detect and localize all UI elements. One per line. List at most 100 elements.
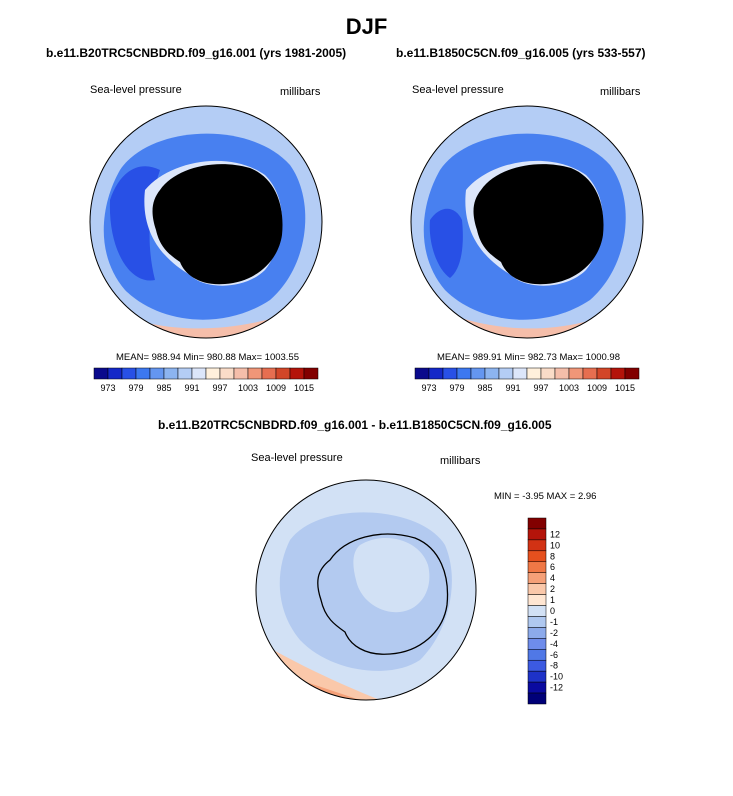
colorbar-swatch [527,528,547,541]
colorbar-swatch [470,367,486,380]
m3-coast-field [317,533,449,655]
colorbar-swatch [442,367,458,380]
colorbar-swatch [135,367,151,380]
colorbar-swatch [275,367,291,380]
colorbar-swatch [177,367,193,380]
panel-1-variable: Sea-level pressure [90,84,182,96]
colorbar-tick-label: 985 [156,383,171,393]
colorbar-swatch [527,627,547,639]
colorbar-tick-label: 1 [550,595,555,605]
colorbar-swatch [456,367,472,380]
colorbar-tick-label: -2 [550,628,558,638]
panel-1-title: b.e11.B20TRC5CNBDRD.f09_g16.001 (yrs 198… [46,46,347,60]
panel-3-variable: Sea-level pressure [251,452,343,464]
colorbar-swatch [527,550,547,563]
colorbar-swatch [527,561,547,573]
colorbar-tick-label: 997 [533,383,548,393]
colorbar-tick-label: -4 [550,639,558,649]
panel-1-stats: MEAN= 988.94 Min= 980.88 Max= 1003.55 [116,352,299,363]
colorbar-tick-label: -6 [550,650,558,660]
map-2-border [410,105,644,339]
colorbar-swatch [527,517,547,530]
panel-1-units: millibars [280,86,321,98]
colorbar-swatch [149,367,165,380]
colorbar-swatch [121,367,137,380]
colorbar-swatch [610,367,626,380]
colorbar-swatch [498,367,514,380]
colorbar-swatch [205,367,221,380]
colorbar-panel-1: 973 979 985 991 997 1003 1009 1015 [93,367,319,393]
colorbar-tick-label: 0 [550,606,555,616]
colorbar-tick-label: 10 [550,540,560,550]
colorbar-tick-label: 991 [505,383,520,393]
colorbar-tick-label: 2 [550,584,555,594]
colorbar-swatch [428,367,444,380]
colorbar-tick-label: 1015 [615,383,635,393]
colorbar-swatch [526,367,542,380]
colorbar-panel-2: 973 979 985 991 997 1003 1009 1015 [414,367,640,393]
colorbar-swatch [540,367,556,380]
panel-3-stats: MIN = -3.95 MAX = 2.96 [494,491,597,502]
colorbar-swatch [512,367,528,380]
colorbar-tick-label: 985 [477,383,492,393]
colorbar-swatch [233,367,249,380]
colorbar-swatch [527,681,547,694]
colorbar-tick-label: 1009 [266,383,286,393]
page-title: DJF [345,14,388,39]
colorbar-swatch [289,367,305,380]
map-panel-3 [256,480,476,700]
colorbar-swatch [554,367,570,380]
colorbar-swatch [568,367,584,380]
colorbar-tick-label: 6 [550,562,555,572]
colorbar-tick-label: 1003 [238,383,258,393]
colorbar-swatch [527,692,547,705]
colorbar-tick-label: 979 [128,383,143,393]
colorbar-swatch [596,367,612,380]
colorbar-tick-label: 973 [100,383,115,393]
colorbar-swatch [527,594,547,606]
colorbar-tick-label: -12 [550,683,563,693]
panel-2-units: millibars [600,86,641,98]
colorbar-tick-label: 997 [212,383,227,393]
colorbar-swatch [484,367,500,380]
colorbar-swatch [527,616,547,628]
colorbar-tick-label: 4 [550,573,555,583]
colorbar-tick-label: 973 [421,383,436,393]
panel-3-title: b.e11.B20TRC5CNBDRD.f09_g16.001 - b.e11.… [158,418,552,432]
panel-2-stats: MEAN= 989.91 Min= 982.73 Max= 1000.98 [437,352,620,363]
colorbar-swatch [527,572,547,584]
m2-deepest-field [429,208,463,278]
colorbar-tick-label: -10 [550,672,563,682]
colorbar-swatch [582,367,598,380]
colorbar-tick-label: -8 [550,661,558,671]
colorbar-tick-label: 1009 [587,383,607,393]
colorbar-swatch [191,367,207,380]
colorbar-swatch [527,605,547,617]
colorbar-swatch [527,583,547,595]
colorbar-swatch [93,367,109,380]
panel-2-title: b.e11.B1850C5CN.f09_g16.005 (yrs 533-557… [396,46,646,60]
map-panel-2 [411,106,643,338]
colorbar-swatch [527,638,547,650]
colorbar-swatch [107,367,123,380]
colorbar-tick-label: -1 [550,617,558,627]
colorbar-swatch [261,367,277,380]
colorbar-tick-label: 979 [449,383,464,393]
map-3-border [255,479,477,701]
colorbar-tick-label: 1003 [559,383,579,393]
colorbar-tick-label: 1015 [294,383,314,393]
colorbar-tick-label: 8 [550,551,555,561]
colorbar-tick-label: 991 [184,383,199,393]
colorbar-swatch [527,659,547,672]
colorbar-swatch [527,670,547,683]
colorbar-swatch [527,539,547,552]
map-1-border [89,105,323,339]
colorbar-swatch [163,367,179,380]
colorbar-swatch [414,367,430,380]
map-panel-1 [90,106,322,338]
colorbar-swatch [527,649,547,661]
panel-2-variable: Sea-level pressure [412,84,504,96]
panel-3-units: millibars [440,455,481,467]
